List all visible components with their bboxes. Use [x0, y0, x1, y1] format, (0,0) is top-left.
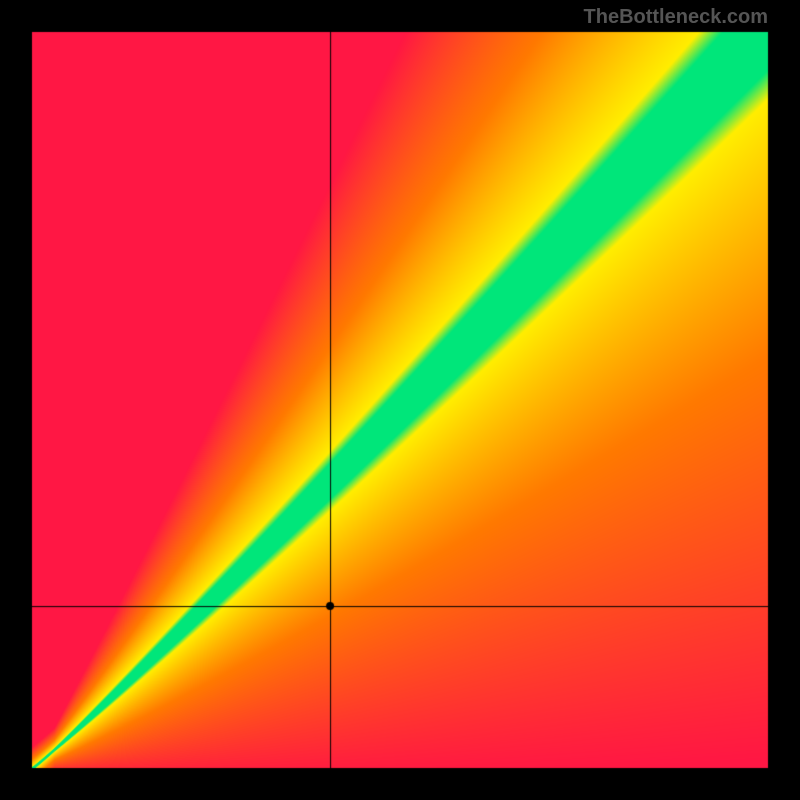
watermark-text: TheBottleneck.com: [584, 6, 768, 29]
heatmap-canvas: [0, 0, 800, 800]
chart-container: TheBottleneck.com: [0, 0, 800, 800]
